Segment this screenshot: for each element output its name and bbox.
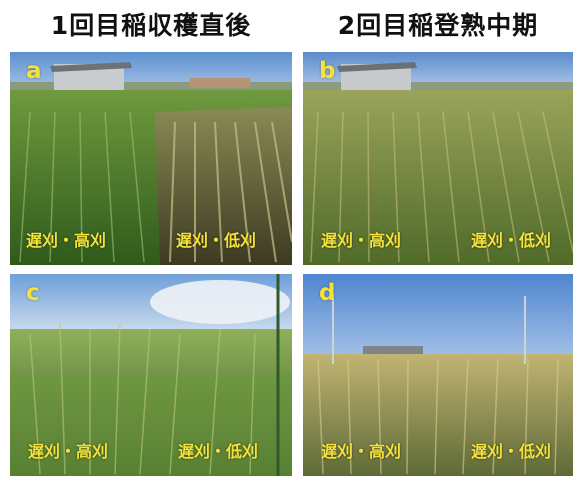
panel-letter-d: d [319, 280, 336, 306]
paddy-field-photo-b [303, 52, 573, 265]
panel-a-right-label: 遅刈・低刈 [176, 231, 257, 250]
panel-c-right-label: 遅刈・低刈 [178, 442, 259, 461]
header-right: 2回目稲登熟中期 [337, 11, 539, 40]
panel-letter-c: c [26, 280, 40, 306]
paddy-field-photo-d [303, 274, 573, 476]
photo-panel-c: c 遅刈・高刈 遅刈・低刈 [10, 274, 292, 476]
paddy-field-photo-a [10, 52, 292, 265]
paddy-field-photo-c [10, 274, 292, 476]
photo-panel-d: d 遅刈・高刈 遅刈・低刈 [303, 274, 573, 476]
panel-d-left-label: 遅刈・高刈 [321, 442, 402, 461]
panel-b-right-label: 遅刈・低刈 [471, 231, 552, 250]
header-left: 1回目稲収穫直後 [50, 11, 252, 40]
panel-b-left-label: 遅刈・高刈 [321, 231, 402, 250]
panel-a-left-label: 遅刈・高刈 [26, 231, 107, 250]
photo-panel-a: a 遅刈・高刈 遅刈・低刈 [10, 52, 292, 265]
panel-d-right-label: 遅刈・低刈 [471, 442, 552, 461]
panel-letter-b: b [319, 58, 336, 84]
photo-panel-b: b 遅刈・高刈 遅刈・低刈 [303, 52, 573, 265]
panel-c-left-label: 遅刈・高刈 [28, 442, 109, 461]
panel-letter-a: a [26, 58, 42, 84]
